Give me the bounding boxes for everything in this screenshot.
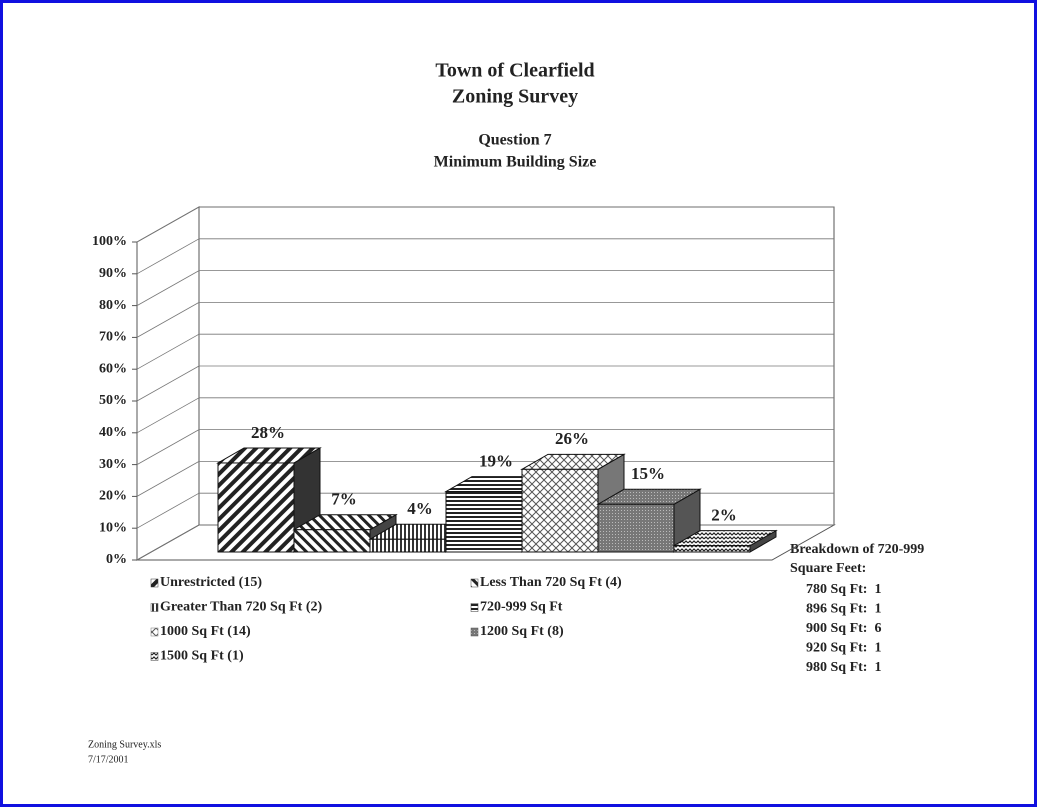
bar: [672, 529, 778, 553]
value-label: 19%: [479, 451, 513, 470]
bar-front: [217, 462, 295, 553]
grid-line: [136, 461, 200, 497]
legend-swatch: [470, 578, 479, 588]
legend-label: 1200 Sq Ft (8): [480, 624, 564, 639]
y-tick-label: 70%: [99, 330, 127, 345]
grid-line: [136, 429, 200, 465]
legend-label: Unrestricted (15): [160, 575, 262, 590]
annotation-line: 780 Sq Ft: 1: [806, 582, 881, 597]
bar-front: [293, 529, 371, 553]
grid-line: [136, 365, 200, 402]
legend-label: Greater Than 720 Sq Ft (2): [160, 600, 323, 615]
y-tick-label: 60%: [99, 361, 127, 376]
legend-label: 720-999 Sq Ft: [480, 600, 563, 615]
bar-front: [445, 491, 523, 553]
y-tick-label: 50%: [99, 393, 127, 408]
legend-label: Less Than 720 Sq Ft (4): [480, 575, 622, 590]
grid-line: [136, 492, 200, 529]
chart-subtitle: Minimum Building Size: [434, 154, 597, 171]
footer: Zoning Survey.xls: [88, 739, 161, 750]
annotation-line: 900 Sq Ft: 6: [806, 621, 881, 636]
bar-front: [521, 468, 599, 553]
annotation-title: Breakdown of 720-999: [790, 542, 924, 557]
value-label: 7%: [331, 490, 357, 509]
value-label: 26%: [555, 429, 589, 448]
value-label: 2%: [711, 506, 737, 525]
value-label: 4%: [407, 499, 433, 518]
value-label: 15%: [631, 464, 665, 483]
legend-swatch: [150, 578, 159, 588]
legend-swatch: [150, 627, 159, 637]
bar-front: [369, 538, 447, 553]
grid-line: [136, 333, 200, 370]
grid-line: [136, 397, 200, 434]
grid-line: [136, 524, 200, 561]
chart-title: Zoning Survey: [452, 86, 578, 108]
y-tick-label: 90%: [99, 266, 127, 281]
y-tick-label: 100%: [92, 234, 127, 249]
annotation-title: Square Feet:: [790, 561, 866, 576]
legend-swatch: [470, 627, 479, 637]
bar-front: [597, 503, 675, 553]
grid-line: [136, 238, 200, 275]
annotation-line: 920 Sq Ft: 1: [806, 641, 881, 656]
y-tick-label: 10%: [99, 520, 127, 535]
y-tick-label: 40%: [99, 425, 127, 440]
bar-front: [673, 545, 751, 553]
annotation-line: 896 Sq Ft: 1: [806, 602, 881, 617]
legend-label: 1500 Sq Ft (1): [160, 649, 244, 664]
y-tick-label: 80%: [99, 298, 127, 313]
footer: 7/17/2001: [88, 754, 129, 765]
y-tick-label: 0%: [106, 552, 127, 567]
y-tick-label: 20%: [99, 489, 127, 504]
grid-line: [136, 302, 200, 338]
grid-line: [136, 270, 200, 306]
grid-line: [136, 206, 200, 243]
legend-swatch: [470, 603, 479, 612]
legend-label: 1000 Sq Ft (14): [160, 624, 251, 639]
legend-swatch: [150, 603, 159, 612]
legend-swatch: [150, 652, 159, 661]
annotation-line: 980 Sq Ft: 1: [806, 660, 881, 675]
value-label: 28%: [251, 423, 285, 442]
chart-subtitle: Question 7: [478, 132, 551, 149]
chart-title: Town of Clearfield: [435, 60, 594, 82]
y-tick-label: 30%: [99, 457, 127, 472]
